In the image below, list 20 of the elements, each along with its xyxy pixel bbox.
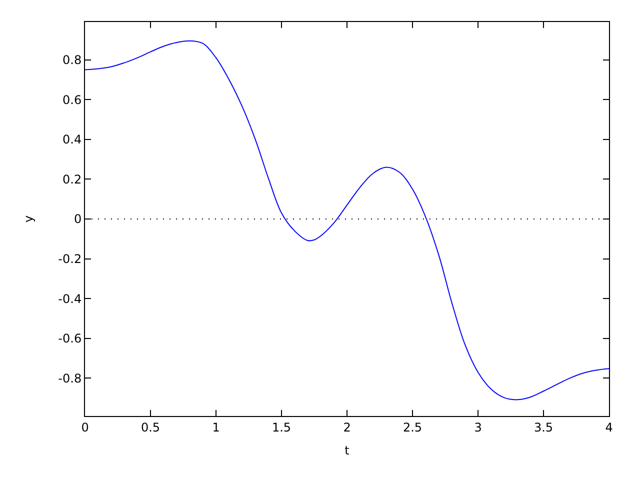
y-tick-label: 0.8 — [62, 53, 82, 68]
x-axis-title: t — [344, 443, 350, 458]
y-tick-label: 0.4 — [62, 132, 82, 147]
x-tick-label: 2.5 — [402, 420, 422, 434]
x-tick-label: 3 — [474, 420, 482, 434]
y-tick-label: -0.8 — [58, 371, 82, 386]
y-tick-label: 0 — [74, 212, 82, 226]
x-tick-label: 1.5 — [272, 420, 292, 434]
x-tick-label: 1 — [212, 420, 220, 434]
x-tick-label: 2 — [343, 420, 351, 434]
y-tick-label: 0.2 — [62, 172, 82, 186]
y-axis-title: y — [21, 215, 36, 223]
y-tick-label: -0.2 — [58, 252, 82, 266]
y-tick-label: -0.6 — [58, 332, 82, 346]
x-tick-label: 3.5 — [534, 420, 554, 434]
line-series — [85, 40, 609, 400]
x-tick-label: 0.5 — [140, 420, 160, 434]
y-tick-label: 0.6 — [62, 92, 82, 107]
y-tick-label: -0.4 — [58, 292, 82, 306]
x-tick-label: 4 — [605, 420, 613, 434]
